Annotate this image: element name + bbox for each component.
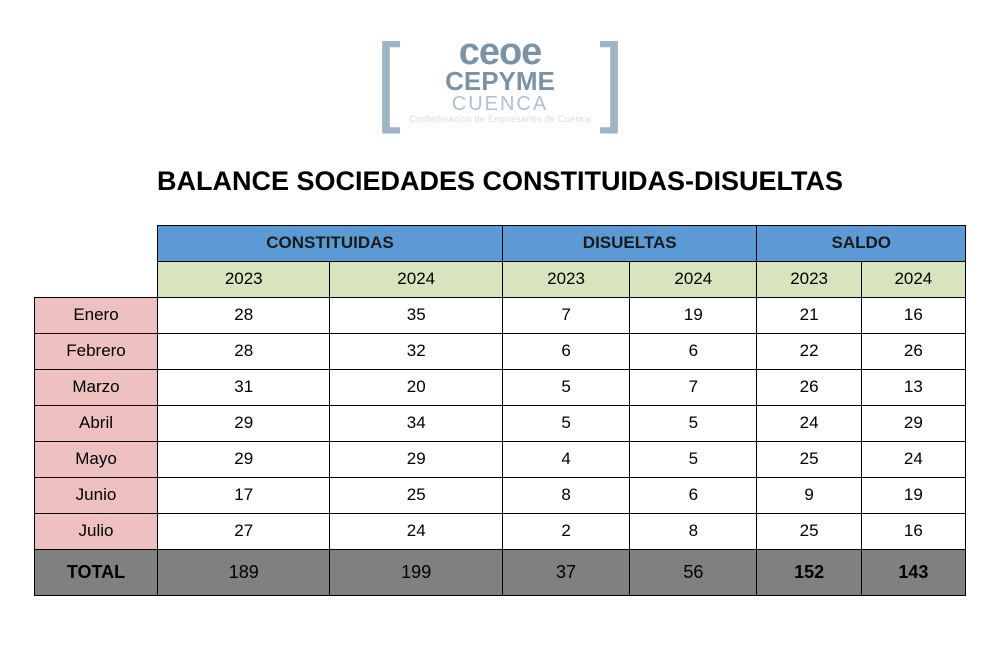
val-s24: 19 (861, 477, 965, 513)
month-cell: Febrero (35, 333, 158, 369)
group-header-disueltas: DISUELTAS (502, 225, 757, 261)
val-c23: 27 (158, 513, 330, 549)
val-c23: 29 (158, 405, 330, 441)
table-row: Julio2724282516 (35, 513, 966, 549)
val-d23: 8 (502, 477, 629, 513)
val-c24: 20 (330, 369, 502, 405)
month-cell: Abril (35, 405, 158, 441)
table-row: Abril2934552429 (35, 405, 966, 441)
val-d23: 5 (502, 369, 629, 405)
val-c24: 24 (330, 513, 502, 549)
val-c23: 28 (158, 333, 330, 369)
val-c24: 32 (330, 333, 502, 369)
page-title: BALANCE SOCIEDADES CONSTITUIDAS-DISUELTA… (0, 166, 1000, 197)
val-c24: 34 (330, 405, 502, 441)
val-s23: 25 (757, 513, 861, 549)
table-row: Febrero2832662226 (35, 333, 966, 369)
val-s24: 13 (861, 369, 965, 405)
val-d23: 5 (502, 405, 629, 441)
total-s23: 152 (757, 549, 861, 595)
group-header-row: CONSTITUIDAS DISUELTAS SALDO (35, 225, 966, 261)
val-s23: 26 (757, 369, 861, 405)
table-container: CONSTITUIDAS DISUELTAS SALDO 2023 2024 2… (0, 225, 1000, 596)
table-row: Junio172586919 (35, 477, 966, 513)
total-d23: 37 (502, 549, 629, 595)
table-row: Marzo3120572613 (35, 369, 966, 405)
total-label: TOTAL (35, 549, 158, 595)
month-cell: Marzo (35, 369, 158, 405)
val-d23: 4 (502, 441, 629, 477)
val-d23: 6 (502, 333, 629, 369)
logo-section: [ ceoe CEPYME CUENCA Confederación de Em… (0, 0, 1000, 146)
val-s23: 25 (757, 441, 861, 477)
val-c24: 29 (330, 441, 502, 477)
total-row: TOTAL 189 199 37 56 152 143 (35, 549, 966, 595)
val-d24: 6 (630, 333, 757, 369)
logo-line3: CUENCA (409, 94, 591, 114)
val-d23: 7 (502, 297, 629, 333)
val-d24: 7 (630, 369, 757, 405)
total-c24: 199 (330, 549, 502, 595)
month-cell: Mayo (35, 441, 158, 477)
year-d-2024: 2024 (630, 261, 757, 297)
month-cell: Junio (35, 477, 158, 513)
val-c23: 29 (158, 441, 330, 477)
table-row: Enero28357192116 (35, 297, 966, 333)
table-row: Mayo2929452524 (35, 441, 966, 477)
val-d24: 6 (630, 477, 757, 513)
val-s23: 9 (757, 477, 861, 513)
balance-table: CONSTITUIDAS DISUELTAS SALDO 2023 2024 2… (34, 225, 966, 596)
year-s-2023: 2023 (757, 261, 861, 297)
val-c24: 25 (330, 477, 502, 513)
val-c23: 31 (158, 369, 330, 405)
empty-corner-2 (35, 261, 158, 297)
left-bracket-icon: [ (376, 51, 401, 110)
val-s24: 29 (861, 405, 965, 441)
logo-text: ceoe CEPYME CUENCA Confederación de Empr… (405, 35, 595, 126)
logo-line4: Confederación de Empresarios de Cuenca (409, 114, 591, 126)
val-c23: 17 (158, 477, 330, 513)
val-c24: 35 (330, 297, 502, 333)
year-header-row: 2023 2024 2023 2024 2023 2024 (35, 261, 966, 297)
val-s24: 26 (861, 333, 965, 369)
val-d24: 5 (630, 441, 757, 477)
total-c23: 189 (158, 549, 330, 595)
total-s24: 143 (861, 549, 965, 595)
val-s23: 21 (757, 297, 861, 333)
val-d24: 5 (630, 405, 757, 441)
logo-line2: CEPYME (409, 69, 591, 94)
empty-corner (35, 225, 158, 261)
right-bracket-icon: ] (599, 51, 624, 110)
year-s-2024: 2024 (861, 261, 965, 297)
group-header-saldo: SALDO (757, 225, 966, 261)
val-c23: 28 (158, 297, 330, 333)
group-header-constituidas: CONSTITUIDAS (158, 225, 503, 261)
month-cell: Julio (35, 513, 158, 549)
total-d24: 56 (630, 549, 757, 595)
val-s23: 24 (757, 405, 861, 441)
year-c-2023: 2023 (158, 261, 330, 297)
val-s24: 16 (861, 513, 965, 549)
month-cell: Enero (35, 297, 158, 333)
val-s23: 22 (757, 333, 861, 369)
val-s24: 16 (861, 297, 965, 333)
val-s24: 24 (861, 441, 965, 477)
logo-line1: ceoe (409, 35, 591, 69)
val-d23: 2 (502, 513, 629, 549)
val-d24: 19 (630, 297, 757, 333)
year-c-2024: 2024 (330, 261, 502, 297)
year-d-2023: 2023 (502, 261, 629, 297)
val-d24: 8 (630, 513, 757, 549)
logo: [ ceoe CEPYME CUENCA Confederación de Em… (376, 35, 624, 126)
